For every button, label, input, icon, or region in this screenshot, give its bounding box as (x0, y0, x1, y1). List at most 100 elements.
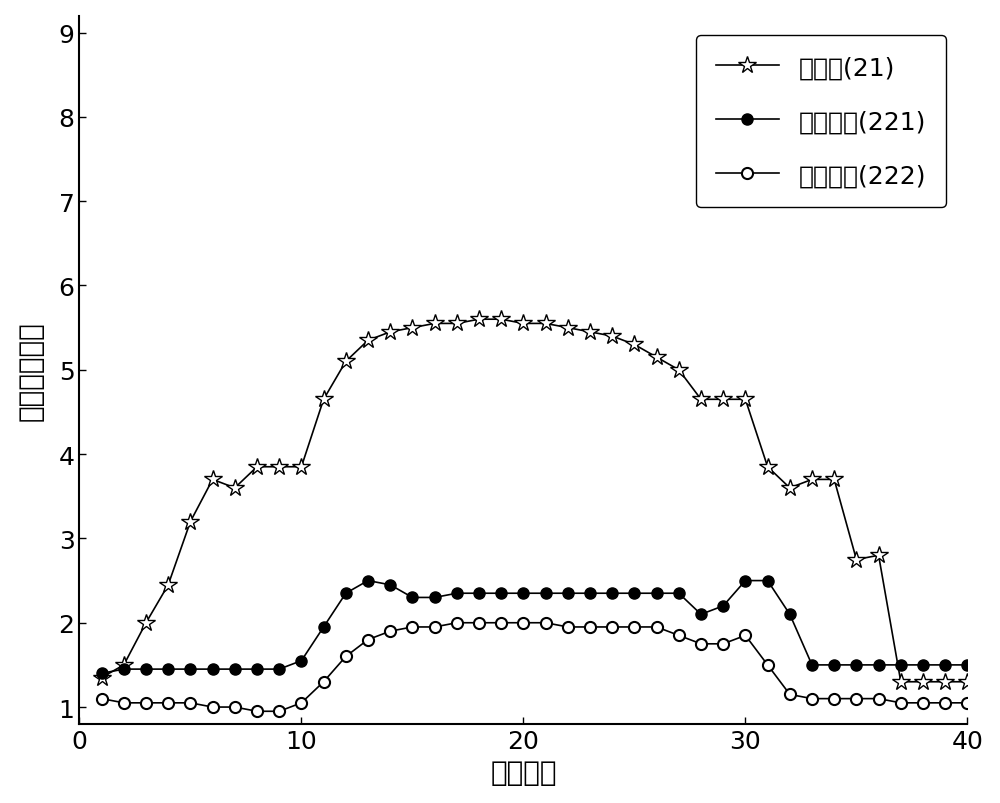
中间层(21) (473, 315, 485, 324)
匹配外层(222) (961, 698, 973, 707)
Line: 中间层(21): 中间层(21) (93, 311, 976, 691)
匹配内层(221) (406, 593, 418, 602)
中间层(21) (451, 320, 463, 329)
匹配内层(221) (673, 589, 685, 598)
匹配外层(222) (695, 639, 707, 649)
匹配外层(222) (762, 660, 774, 670)
匹配外层(222) (273, 707, 285, 716)
中间层(21) (917, 677, 929, 687)
中间层(21) (340, 357, 352, 367)
匹配外层(222) (540, 618, 552, 628)
匹配外层(222) (606, 622, 618, 632)
匹配外层(222) (340, 652, 352, 662)
匹配内层(221) (162, 664, 174, 674)
匹配内层(221) (540, 589, 552, 598)
中间层(21) (739, 395, 751, 405)
匹配内层(221) (473, 589, 485, 598)
中间层(21) (495, 315, 507, 324)
中间层(21) (384, 328, 396, 337)
匹配外层(222) (473, 618, 485, 628)
匹配内层(221) (429, 593, 441, 602)
中间层(21) (939, 677, 951, 687)
匹配外层(222) (806, 694, 818, 703)
匹配外层(222) (406, 622, 418, 632)
匹配内层(221) (917, 660, 929, 670)
匹配外层(222) (873, 694, 885, 703)
匹配外层(222) (318, 677, 330, 687)
中间层(21) (517, 320, 529, 329)
匹配内层(221) (384, 581, 396, 590)
匹配内层(221) (606, 589, 618, 598)
匹配内层(221) (562, 589, 574, 598)
匹配内层(221) (717, 601, 729, 611)
匹配外层(222) (96, 694, 108, 703)
中间层(21) (229, 483, 241, 493)
Legend: 中间层(21), 匹配内层(221), 匹配外层(222): 中间层(21), 匹配内层(221), 匹配外层(222) (696, 36, 946, 208)
匹配外层(222) (850, 694, 862, 703)
中间层(21) (96, 673, 108, 683)
中间层(21) (784, 483, 796, 493)
匹配外层(222) (628, 622, 640, 632)
匹配内层(221) (340, 589, 352, 598)
匹配内层(221) (495, 589, 507, 598)
Line: 匹配外层(222): 匹配外层(222) (96, 618, 973, 717)
匹配内层(221) (140, 664, 152, 674)
匹配内层(221) (251, 664, 263, 674)
匹配内层(221) (96, 669, 108, 679)
匹配外层(222) (517, 618, 529, 628)
匹配外层(222) (584, 622, 596, 632)
匹配外层(222) (939, 698, 951, 707)
中间层(21) (584, 328, 596, 337)
匹配内层(221) (628, 589, 640, 598)
中间层(21) (850, 555, 862, 565)
X-axis label: 条带编号: 条带编号 (490, 758, 557, 786)
中间层(21) (251, 463, 263, 472)
中间层(21) (184, 517, 196, 527)
匹配外层(222) (717, 639, 729, 649)
匹配外层(222) (207, 703, 219, 712)
匹配内层(221) (184, 664, 196, 674)
匹配外层(222) (784, 690, 796, 699)
中间层(21) (628, 340, 640, 350)
中间层(21) (540, 320, 552, 329)
匹配外层(222) (140, 698, 152, 707)
Line: 匹配内层(221): 匹配内层(221) (96, 575, 973, 679)
匹配内层(221) (784, 609, 796, 619)
中间层(21) (406, 324, 418, 333)
Y-axis label: 相对介电常数: 相对介电常数 (17, 320, 45, 420)
匹配外层(222) (384, 626, 396, 636)
中间层(21) (562, 324, 574, 333)
匹配内层(221) (762, 576, 774, 585)
中间层(21) (207, 475, 219, 485)
中间层(21) (118, 660, 130, 670)
匹配外层(222) (251, 707, 263, 716)
中间层(21) (961, 677, 973, 687)
中间层(21) (895, 677, 907, 687)
中间层(21) (806, 475, 818, 485)
匹配内层(221) (318, 622, 330, 632)
匹配内层(221) (873, 660, 885, 670)
中间层(21) (273, 463, 285, 472)
匹配内层(221) (517, 589, 529, 598)
匹配内层(221) (118, 664, 130, 674)
匹配外层(222) (917, 698, 929, 707)
匹配外层(222) (229, 703, 241, 712)
中间层(21) (429, 320, 441, 329)
匹配外层(222) (495, 618, 507, 628)
中间层(21) (140, 618, 152, 628)
匹配内层(221) (939, 660, 951, 670)
匹配内层(221) (362, 576, 374, 585)
中间层(21) (162, 581, 174, 590)
中间层(21) (828, 475, 840, 485)
匹配外层(222) (895, 698, 907, 707)
匹配外层(222) (362, 635, 374, 645)
中间层(21) (651, 353, 663, 362)
匹配内层(221) (695, 609, 707, 619)
匹配内层(221) (850, 660, 862, 670)
中间层(21) (762, 463, 774, 472)
匹配外层(222) (451, 618, 463, 628)
匹配内层(221) (828, 660, 840, 670)
匹配外层(222) (162, 698, 174, 707)
中间层(21) (606, 332, 618, 341)
匹配外层(222) (429, 622, 441, 632)
